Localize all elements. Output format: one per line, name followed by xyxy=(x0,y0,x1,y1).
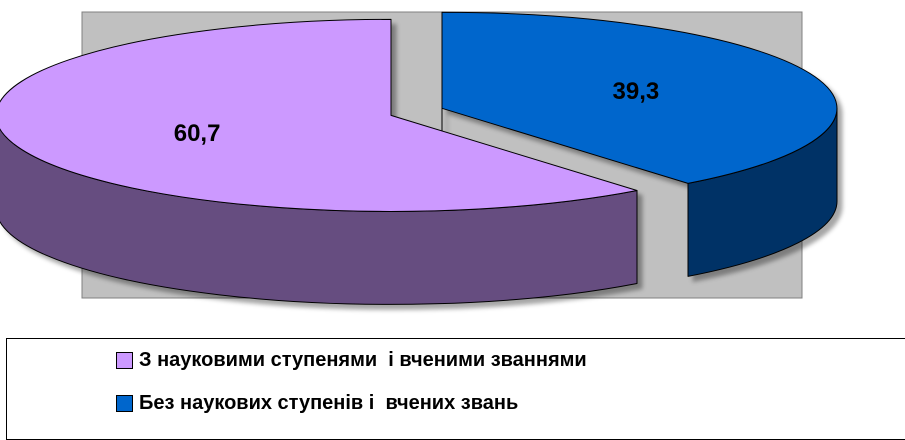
pie-chart: 39,3 60,7 xyxy=(0,11,838,305)
pie-slice-2-top xyxy=(441,11,838,184)
legend-swatch-2 xyxy=(116,395,133,412)
data-label-1: 60,7 xyxy=(174,120,221,147)
legend-label-2: Без наукових ступенів і вчених звань xyxy=(139,392,519,414)
legend-item-2: Без наукових ступенів і вчених звань xyxy=(116,392,518,415)
legend-swatch-1 xyxy=(116,352,133,369)
pie-slice-1-top xyxy=(0,18,638,212)
legend-item-1: З науковими ступенями і вченими званнями xyxy=(116,349,587,372)
data-label-2: 39,3 xyxy=(613,78,660,105)
legend-label-1: З науковими ступенями і вченими званнями xyxy=(139,349,587,371)
legend: З науковими ступенями і вченими званнями… xyxy=(6,338,905,440)
